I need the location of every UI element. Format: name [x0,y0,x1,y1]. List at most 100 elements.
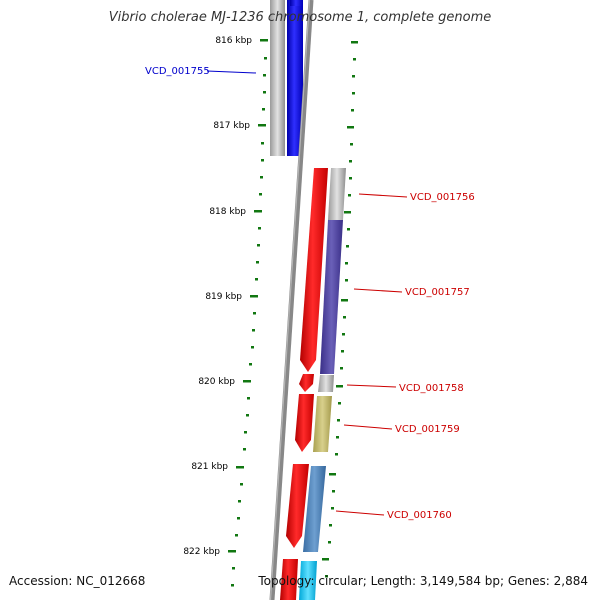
ruler-minor-tick [255,278,258,281]
gc-mark [341,299,348,302]
ruler-major-tick [236,466,244,469]
leader-vcd-001757 [353,288,403,293]
leader-vcd-001755 [206,70,257,74]
ruler-label: 819 kbp [205,292,242,302]
gc-mark [329,473,336,476]
gene-label-vcd-001756[interactable]: VCD_001756 [410,192,475,203]
gene-bar-vcd-001759 [295,394,314,452]
ruler-label: 818 kbp [209,207,246,217]
gc-mark [341,350,344,353]
gc-mark [336,385,343,388]
cog-bar-olive [313,396,332,452]
ruler-minor-tick [247,397,250,400]
gc-mark [352,75,355,78]
ruler-minor-tick [261,142,264,145]
gc-mark [332,490,335,493]
gc-mark [337,419,340,422]
inner-strand-track [280,168,328,600]
ruler-minor-tick [262,108,265,111]
ruler-minor-tick [264,57,267,60]
genome-backbone [269,0,314,600]
ruler-major-tick [228,550,236,553]
leader-vcd-001759 [343,424,393,430]
map-title: Vibrio cholerae MJ-1236 chromosome 1, co… [108,10,492,25]
ruler-minor-tick [260,176,263,179]
ruler-minor-tick [240,483,243,486]
ruler-major-tick [250,295,258,298]
gc-track-marks [322,41,358,578]
cog-bar-gray-a [328,168,346,220]
ruler-minor-tick [237,517,240,520]
gene-labels: VCD_001755 VCD_001756 VCD_001757 VCD_001… [145,66,475,521]
gc-mark [351,109,354,112]
gene-label-vcd-001759[interactable]: VCD_001759 [395,424,460,435]
ruler-label: 816 kbp [215,36,252,46]
gene-label-vcd-001760[interactable]: VCD_001760 [387,510,452,521]
ruler-minor-tick [258,227,261,230]
gc-mark [338,402,341,405]
gc-mark [328,541,331,544]
gc-mark [345,262,348,265]
ruler-minor-tick [238,500,241,503]
ruler-label: 817 kbp [213,121,250,131]
ruler-labels: 816 kbp 817 kbp 818 kbp 819 kbp 820 kbp … [183,36,252,557]
leader-vcd-001760 [335,510,385,516]
cog-bar-gray [270,0,285,156]
gc-mark [344,211,351,214]
cog-bar-gray-b [318,375,334,392]
gc-mark [342,333,345,336]
outer-strand-track [270,0,303,156]
gene-label-vcd-001755[interactable]: VCD_001755 [145,66,210,77]
gc-mark [349,160,352,163]
cog-bar-purple [320,220,343,374]
gene-label-vcd-001757[interactable]: VCD_001757 [405,287,470,298]
gc-mark [329,524,332,527]
ruler-minor-tick [252,329,255,332]
accession-text: Accession: NC_012668 [9,574,146,588]
gene-bar-vcd-001760 [286,464,309,548]
label-leaders [206,70,408,516]
gc-mark [353,58,356,61]
leader-vcd-001756 [358,193,408,198]
cog-track [299,168,346,600]
ruler-minor-tick [259,193,262,196]
ruler-minor-tick [246,414,249,417]
genome-summary-text: Topology: circular; Length: 3,149,584 bp… [258,574,588,588]
ruler-minor-tick [263,91,266,94]
ruler-minor-tick [235,534,238,537]
gc-mark [336,436,339,439]
ruler-minor-tick [261,159,264,162]
gc-mark [331,507,334,510]
ruler-label: 820 kbp [198,377,235,387]
gene-bar-blue-tip [290,0,303,6]
ruler-minor-tick [249,363,252,366]
gc-mark [350,143,353,146]
ruler-minor-tick [232,567,235,570]
gene-bar-red-bottom [280,559,298,600]
ruler-minor-tick [253,312,256,315]
gene-bar-vcd-001756-757 [300,168,328,372]
gene-label-vcd-001758[interactable]: VCD_001758 [399,383,464,394]
ruler-minor-tick [244,431,247,434]
gc-mark [347,228,350,231]
gc-mark [352,92,355,95]
ruler-major-tick [254,210,262,213]
gc-mark [347,126,354,129]
genome-backbone-highlight [269,0,311,600]
ruler-minor-tick [263,74,266,77]
ruler-major-tick [258,124,266,127]
leader-vcd-001758 [346,384,397,388]
gene-bar-vcd-001758 [299,374,314,392]
ruler-minor-tick [243,448,246,451]
ruler-minor-tick [251,346,254,349]
ruler-minor-tick [231,584,234,587]
gc-mark [343,316,346,319]
ruler-minor-tick [257,244,260,247]
ruler-minor-tick [256,261,259,264]
ruler-ticks [228,39,268,587]
cog-bar-cyan [299,561,317,600]
ruler-major-tick [243,380,251,383]
gc-mark [345,279,348,282]
gc-mark [346,245,349,248]
